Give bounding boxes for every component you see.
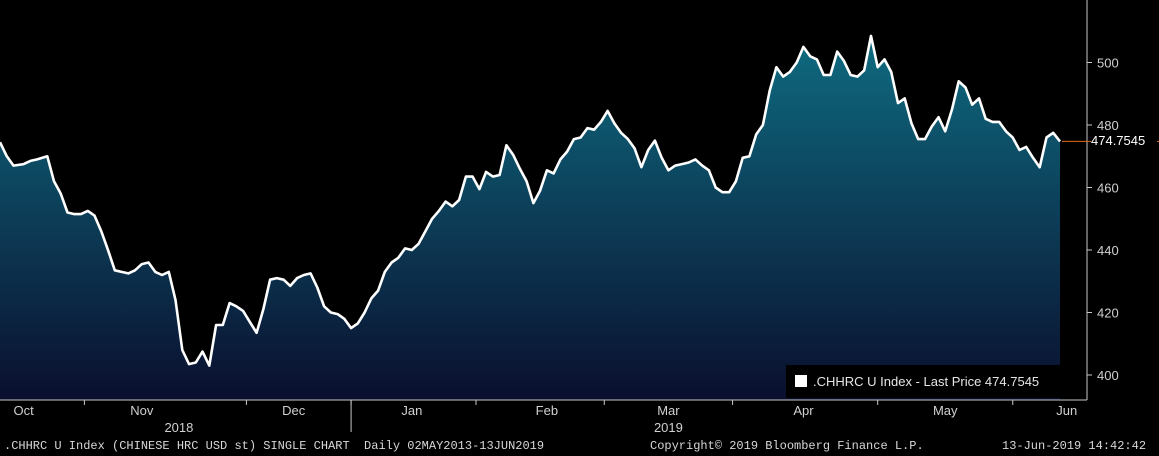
footer-chart-info: .CHHRC U Index (CHINESE HRC USD st) SING…	[4, 439, 545, 453]
year-label: 2018	[164, 420, 193, 435]
last-price-tag: 474.7545	[1091, 132, 1157, 151]
x-tick-label: Jan	[401, 403, 422, 418]
x-tick-label: May	[933, 403, 958, 418]
legend-label: .CHHRC U Index - Last Price 474.7545	[813, 374, 1040, 389]
x-tick-label: Nov	[130, 403, 154, 418]
y-tick-label: 440	[1097, 243, 1119, 258]
x-tick-label: Oct	[14, 403, 35, 418]
price-area-fill	[0, 35, 1060, 401]
y-tick-label: 480	[1097, 118, 1119, 133]
y-tick-label: 420	[1097, 306, 1119, 321]
chart-footer: .CHHRC U Index (CHINESE HRC USD st) SING…	[0, 436, 1159, 456]
year-label: 2019	[654, 420, 683, 435]
x-tick-label: Jun	[1056, 403, 1077, 418]
y-tick-label: 500	[1097, 56, 1119, 71]
y-tick-label: 400	[1097, 368, 1119, 383]
footer-copyright: Copyright© 2019 Bloomberg Finance L.P.	[650, 439, 924, 453]
y-tick-label: 460	[1097, 181, 1119, 196]
x-tick-label: Dec	[282, 403, 306, 418]
price-chart: 400 420 440 460 480 500 Oct Nov Dec Jan Feb Mar Apr M…	[0, 0, 1159, 435]
footer-timestamp: 13-Jun-2019 14:42:42	[1002, 439, 1147, 453]
x-tick-label: Apr	[793, 403, 814, 418]
legend-swatch	[795, 375, 807, 387]
x-tick-label: Mar	[657, 403, 680, 418]
chart-legend: .CHHRC U Index - Last Price 474.7545	[786, 365, 1060, 398]
x-tick-label: Feb	[536, 403, 558, 418]
price-line	[0, 34, 1062, 367]
